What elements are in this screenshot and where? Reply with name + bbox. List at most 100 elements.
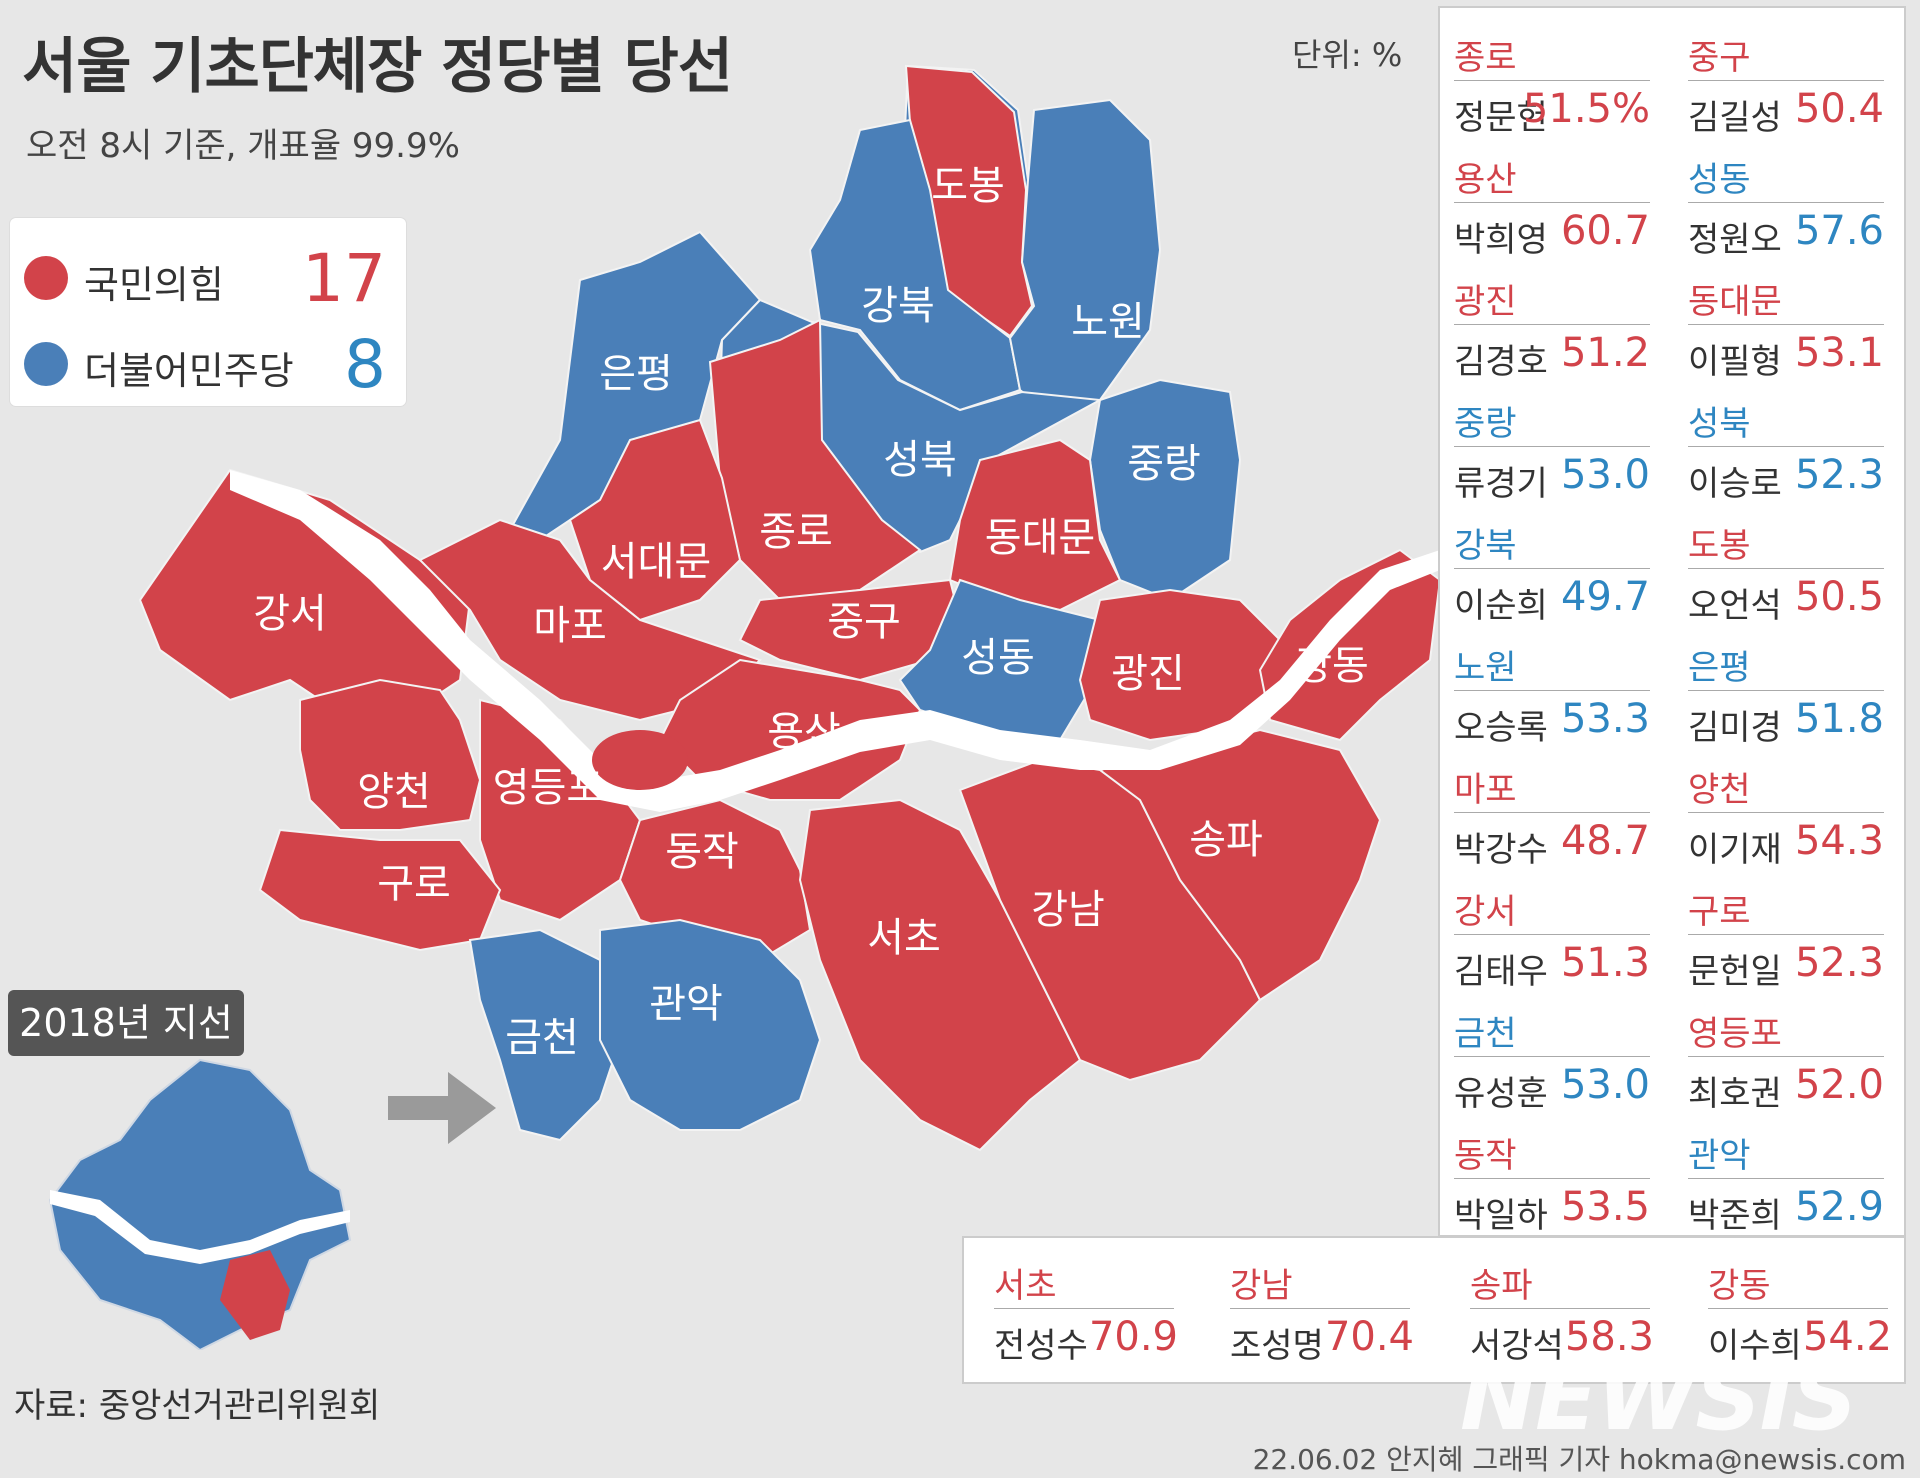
arrow-right-icon <box>388 1072 496 1144</box>
map-label-jungnang: 중랑 <box>1127 441 1201 487</box>
result-district: 중구 <box>1688 38 1751 78</box>
year-badge: 2018년 지선 <box>8 990 244 1056</box>
result-pct: 50.4 <box>1794 86 1884 132</box>
map-label-gangdong: 강동 <box>1295 643 1369 689</box>
district-yongsan-shape <box>658 658 922 801</box>
results-panel: 종로 정문헌 51.5% 중구 김길성 50.4 용산 박희영 60.7 성동 … <box>1438 6 1906 1237</box>
result-district: 마포 <box>1454 770 1517 810</box>
result-cell: 광진 김경호 51.2 <box>1440 252 1658 382</box>
result-cell: 금천 유성훈 53.0 <box>1440 984 1658 1114</box>
result-pct: 70.9 <box>1088 1314 1178 1360</box>
result-pct: 51.3 <box>1560 940 1650 986</box>
district-seocho-shape <box>798 798 1082 1152</box>
district-guro-shape <box>258 828 502 952</box>
result-winner: 김경호 <box>1454 342 1548 382</box>
result-district: 중랑 <box>1454 404 1517 444</box>
legend-party-name: 더불어민주당 <box>84 349 294 393</box>
unit-label: 단위: % <box>1292 36 1403 74</box>
result-pct: 54.2 <box>1802 1314 1892 1360</box>
result-district: 용산 <box>1454 160 1517 200</box>
result-cell: 마포 박강수 48.7 <box>1440 740 1658 870</box>
result-winner: 정원오 <box>1688 220 1782 260</box>
legend-item-ppp: 국민의힘 17 <box>24 240 396 317</box>
result-pct: 48.7 <box>1560 818 1650 864</box>
map-label-dobong: 도봉 <box>931 163 1005 209</box>
district-dongdaemun-shape <box>948 438 1122 612</box>
map-label-gwanak: 관악 <box>649 981 723 1027</box>
result-district: 영등포 <box>1688 1014 1782 1054</box>
map-label-dongdaemun: 동대문 <box>985 515 1095 561</box>
result-pct: 53.5 <box>1560 1184 1650 1230</box>
legend-party-name: 국민의힘 <box>84 263 224 307</box>
district-nowon-shape <box>1008 98 1162 422</box>
district-mapo-shape <box>418 518 762 722</box>
result-cell: 동작 박일하 53.5 <box>1440 1106 1658 1236</box>
result-cell: 강동 이수희 54.2 <box>1678 1244 1898 1374</box>
result-district: 금천 <box>1454 1014 1517 1054</box>
credit-label: 22.06.02 안지혜 그래픽 기자 hokma@newsis.com <box>1252 1443 1906 1476</box>
result-winner: 이필형 <box>1688 342 1782 382</box>
result-district: 노원 <box>1454 648 1517 688</box>
result-cell: 은평 김미경 51.8 <box>1674 618 1892 748</box>
result-winner: 이기재 <box>1688 830 1782 870</box>
result-winner: 김길성 <box>1688 98 1782 138</box>
map-label-junggu: 중구 <box>827 599 901 645</box>
result-district: 송파 <box>1470 1266 1533 1306</box>
district-geumcheon-shape <box>468 928 622 1142</box>
result-pct: 52.9 <box>1794 1184 1884 1230</box>
page-subtitle: 오전 8시 기준, 개표율 99.9% <box>26 126 460 166</box>
result-winner: 이승로 <box>1688 464 1782 504</box>
legend-item-dem: 더불어민주당 8 <box>24 326 396 403</box>
result-district: 서초 <box>994 1266 1057 1306</box>
mini-map-2018 <box>48 1058 352 1350</box>
result-winner: 최호권 <box>1688 1074 1782 1114</box>
district-dongjak-shape <box>618 798 812 962</box>
map-label-yangcheon: 양천 <box>357 769 431 815</box>
map-label-mapo: 마포 <box>533 603 607 649</box>
result-pct: 52.3 <box>1794 940 1884 986</box>
result-cell: 강남 조성명 70.4 <box>1200 1244 1420 1374</box>
han-river <box>230 470 1440 812</box>
bottom-results-panel: 서초 전성수 70.9 강남 조성명 70.4 송파 서강석 58.3 강동 이… <box>962 1236 1906 1384</box>
result-district: 동대문 <box>1688 282 1782 322</box>
result-winner: 오언석 <box>1688 586 1782 626</box>
result-cell: 양천 이기재 54.3 <box>1674 740 1892 870</box>
map-label-yongsan: 용산 <box>767 709 841 755</box>
result-cell: 구로 문헌일 52.3 <box>1674 862 1892 992</box>
result-pct: 57.6 <box>1794 208 1884 254</box>
result-cell: 강북 이순희 49.7 <box>1440 496 1658 626</box>
result-pct: 70.4 <box>1324 1314 1414 1360</box>
map-label-songpa: 송파 <box>1189 817 1263 863</box>
district-yangcheon-shape <box>299 678 482 831</box>
result-pct: 53.0 <box>1560 1062 1650 1108</box>
result-pct: 60.7 <box>1560 208 1650 254</box>
result-cell: 성동 정원오 57.6 <box>1674 130 1892 260</box>
result-winner: 조성명 <box>1230 1326 1324 1366</box>
result-cell: 서초 전성수 70.9 <box>964 1244 1184 1374</box>
result-pct: 51.5% <box>1522 86 1650 132</box>
result-winner: 김미경 <box>1688 708 1782 748</box>
map-label-geumcheon: 금천 <box>505 1015 579 1061</box>
result-district: 강남 <box>1230 1266 1293 1306</box>
district-gwanak-shape <box>599 918 822 1131</box>
result-winner: 서강석 <box>1470 1326 1564 1366</box>
result-pct: 51.2 <box>1560 330 1650 376</box>
result-pct: 50.5 <box>1794 574 1884 620</box>
result-district: 양천 <box>1688 770 1751 810</box>
result-pct: 52.0 <box>1794 1062 1884 1108</box>
yeouido-island <box>592 730 688 790</box>
map-label-gangnam: 강남 <box>1031 887 1105 933</box>
result-district: 강동 <box>1708 1266 1771 1306</box>
result-winner: 류경기 <box>1454 464 1548 504</box>
result-district: 성북 <box>1688 404 1751 444</box>
map-label-dongjak: 동작 <box>665 829 739 875</box>
map-label-jongno: 종로 <box>759 509 833 555</box>
result-winner: 정문헌 <box>1454 98 1548 138</box>
legend-party-count: 17 <box>302 240 386 317</box>
result-district: 강서 <box>1454 892 1517 932</box>
map-label-nowon: 노원 <box>1071 299 1145 345</box>
result-cell: 송파 서강석 58.3 <box>1440 1244 1660 1374</box>
result-cell: 도봉 오언석 50.5 <box>1674 496 1892 626</box>
result-pct: 53.3 <box>1560 696 1650 742</box>
map-label-seocho: 서초 <box>867 915 941 961</box>
